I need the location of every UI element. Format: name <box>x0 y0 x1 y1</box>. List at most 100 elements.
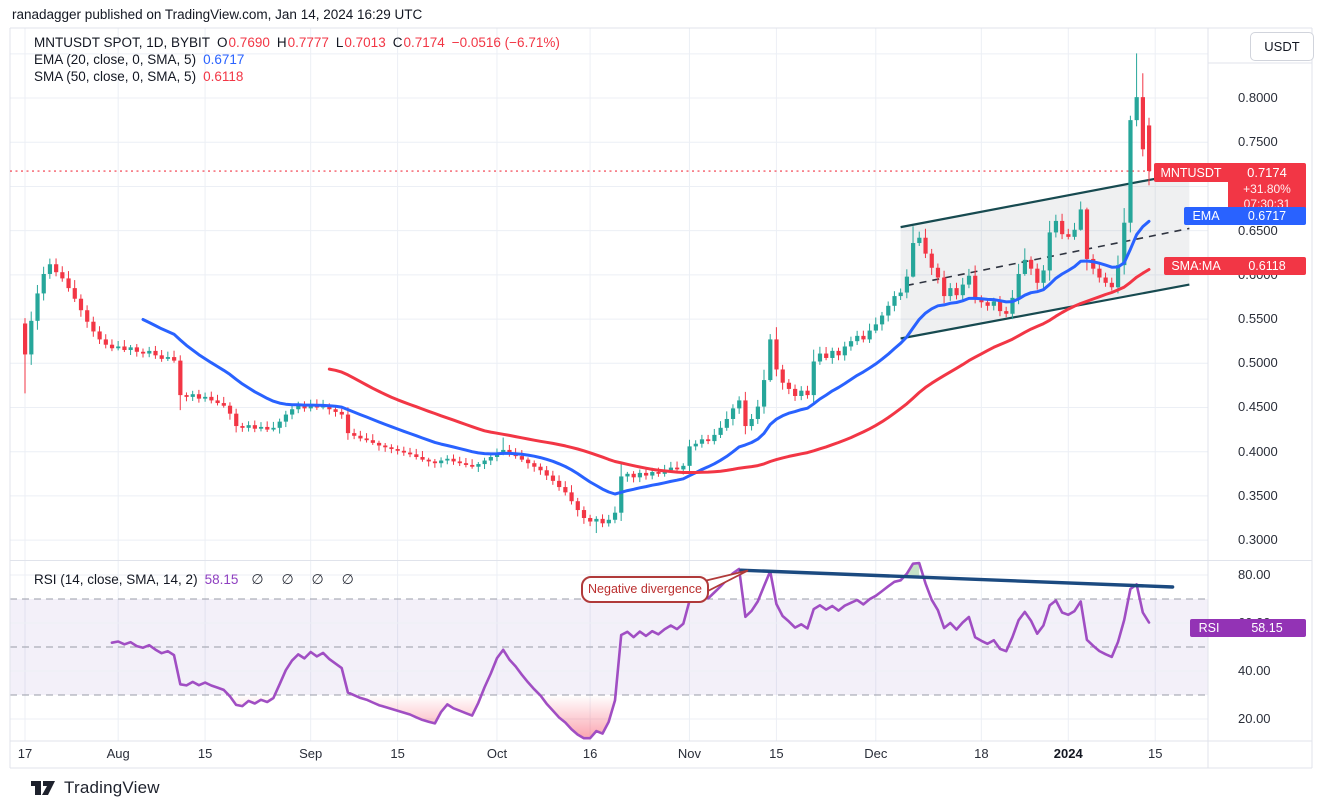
candle-body <box>420 456 425 460</box>
candle-body <box>103 339 108 345</box>
candle-body <box>917 237 922 244</box>
candle-body <box>1140 97 1145 150</box>
candle-body <box>1072 229 1077 237</box>
rsi-band <box>10 598 1208 695</box>
candle-body <box>606 519 611 524</box>
candle-body <box>1047 232 1052 271</box>
candle-body <box>526 459 531 464</box>
candle-body <box>1029 259 1034 269</box>
ema-line <box>141 219 1151 496</box>
candle-body <box>116 346 121 349</box>
candle-body <box>333 409 338 412</box>
candle-body <box>364 438 369 441</box>
candle-body <box>165 357 171 359</box>
candle-body <box>544 470 549 476</box>
candle-body <box>1122 222 1127 266</box>
sma-legend-row[interactable]: SMA (50, close, 0, SMA, 5) 0.6118 <box>34 69 243 84</box>
hidden-values-icons[interactable]: ∅ ∅ ∅ ∅ <box>251 571 361 587</box>
candle-body <box>650 472 655 476</box>
candle-body <box>948 288 953 297</box>
price-axis-label: 0.8000 <box>1238 90 1278 106</box>
candle-body <box>879 315 885 325</box>
candle-body <box>1128 120 1133 223</box>
candle-body <box>687 446 692 466</box>
candle-body <box>780 369 785 383</box>
candle-body <box>898 292 903 297</box>
candle-body <box>85 310 90 322</box>
candle-body <box>761 380 767 407</box>
candle-body <box>209 396 214 401</box>
candle-body <box>954 288 959 296</box>
sma-value: 0.6118 <box>203 69 244 84</box>
candle-body <box>196 394 202 399</box>
tradingview-logo-icon <box>31 781 55 795</box>
candle-body <box>389 447 394 450</box>
candle-body <box>706 439 711 442</box>
symbol-price-badge-tag: MNTUSDT <box>1154 163 1228 182</box>
negative-divergence-callout[interactable]: Negative divergence <box>581 576 709 603</box>
candle-body <box>1103 277 1108 283</box>
rsi-downtrend-line <box>739 568 1175 589</box>
candle-body <box>575 501 580 511</box>
tradingview-watermark: TradingView <box>30 777 160 799</box>
candle-body <box>215 400 220 404</box>
candle-body <box>122 346 127 351</box>
candle-body <box>1109 282 1114 288</box>
time-axis-label: 15 <box>390 746 405 761</box>
candle-body <box>848 341 854 347</box>
attribution-line: ranadagger published on TradingView.com,… <box>12 7 423 22</box>
candle-body <box>557 480 562 488</box>
candle-body <box>873 324 878 331</box>
candle-body <box>749 418 754 427</box>
candle-body <box>805 390 810 396</box>
rsi-legend-row[interactable]: RSI (14, close, SMA, 14, 2) 58.15 ∅ ∅ ∅ … <box>34 571 361 588</box>
candle-body <box>550 475 556 481</box>
candle-body <box>768 339 773 381</box>
candle-body <box>774 339 779 370</box>
sma-label: SMA (50, close, 0, SMA, 5) <box>34 69 197 84</box>
symbol-title: MNTUSDT SPOT, 1D, BYBIT <box>34 35 211 50</box>
candle-body <box>942 277 947 297</box>
symbol-legend-row[interactable]: MNTUSDT SPOT, 1D, BYBIT O 0.7690 H 0.7777 … <box>34 35 560 50</box>
candle-body <box>985 302 990 306</box>
price-axis-label: 0.4500 <box>1238 399 1278 415</box>
candle-body <box>581 510 587 519</box>
candle-body <box>675 467 680 470</box>
time-axis-label: 15 <box>197 746 213 761</box>
candle-body <box>817 353 823 362</box>
time-axis-label: 18 <box>974 746 989 761</box>
symbol-price-badge: 0.7174 +31.80% 07:30:31 <box>1228 163 1306 212</box>
candle-body <box>482 460 487 465</box>
channel-fill <box>900 172 1190 339</box>
candle-body <box>376 442 382 446</box>
candle-body <box>1091 258 1096 269</box>
time-axis-label: Nov <box>677 746 702 761</box>
candlestick-series <box>23 53 1152 534</box>
candle-body <box>29 320 34 355</box>
ema-legend-row[interactable]: EMA (20, close, 0, SMA, 5) 0.6717 <box>34 52 244 67</box>
candle-body <box>991 301 996 306</box>
candle-body <box>1035 268 1040 283</box>
rsi-badge-value: 58.15 <box>1228 619 1306 637</box>
candle-body <box>1147 125 1152 172</box>
candle-body <box>72 288 77 299</box>
candle-body <box>277 421 282 428</box>
close-value: 0.7174 <box>403 35 445 50</box>
currency-toggle-button[interactable]: USDT <box>1250 32 1314 61</box>
tradingview-logo-text: TradingView <box>64 778 160 797</box>
candle-body <box>693 443 698 447</box>
low-value: 0.7013 <box>344 35 386 50</box>
candle-body <box>488 456 493 461</box>
candle-body <box>886 305 891 316</box>
rsi-badge-tag: RSI <box>1190 619 1228 637</box>
rsi-axis-label: 40.00 <box>1238 662 1271 678</box>
channel-lower-line <box>900 283 1190 340</box>
close-field: C 0.7174 <box>392 35 445 50</box>
candle-body <box>824 353 829 358</box>
candle-body <box>563 487 568 493</box>
candle-body <box>1016 273 1021 298</box>
time-axis-label: 17 <box>17 746 33 761</box>
candle-body <box>1060 220 1065 235</box>
price-axis-label: 0.5500 <box>1238 311 1278 327</box>
